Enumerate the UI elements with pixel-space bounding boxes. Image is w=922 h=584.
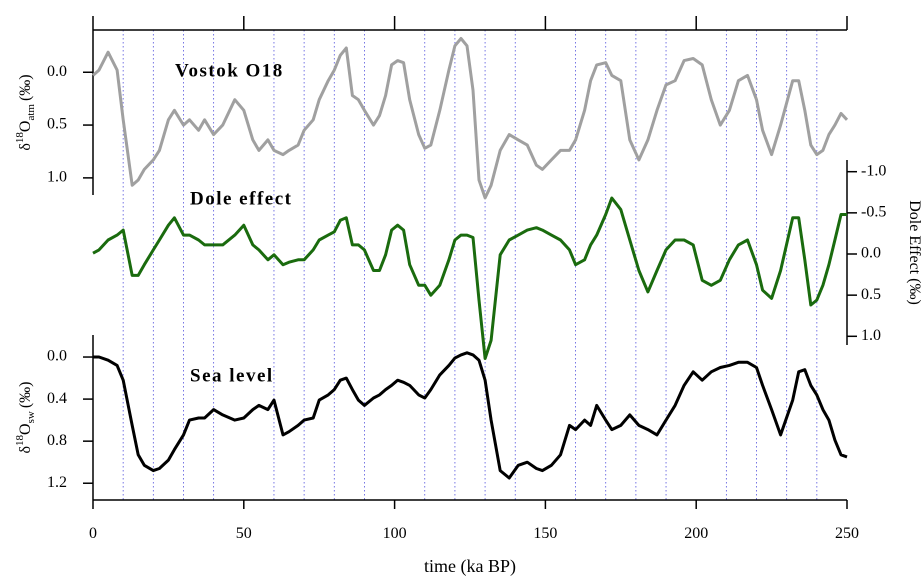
y-label-unit: (‰) bbox=[17, 74, 34, 101]
y-tick-label: 0.0 bbox=[861, 245, 881, 262]
x-tick-label: 150 bbox=[533, 525, 557, 542]
series-label: Sea level bbox=[190, 365, 274, 386]
y-tick-label: 0.4 bbox=[47, 390, 67, 407]
y-tick-label: 0.0 bbox=[47, 63, 67, 80]
x-tick-label: 200 bbox=[684, 525, 708, 542]
y-tick-label: 0.0 bbox=[47, 348, 67, 365]
data-line bbox=[92, 37, 849, 200]
y-label-subscript: atm bbox=[25, 104, 37, 121]
data-line bbox=[92, 196, 847, 360]
x-tick-label: 0 bbox=[89, 525, 97, 542]
y-tick-label: 1.2 bbox=[47, 474, 67, 491]
y-tick-label: 0.5 bbox=[861, 286, 881, 303]
y-tick-label: -1.0 bbox=[861, 162, 886, 179]
x-tick-label: 250 bbox=[835, 525, 859, 542]
y-tick-label: 0.5 bbox=[47, 116, 67, 133]
series-label: Dole effect bbox=[190, 188, 292, 209]
y-label-symbol: δ bbox=[17, 446, 34, 454]
x-tick-label: 50 bbox=[236, 525, 252, 542]
x-axis-label: time (ka BP) bbox=[424, 556, 516, 577]
series-label: Vostok O18 bbox=[175, 60, 284, 81]
y-tick-label: -0.5 bbox=[861, 204, 886, 221]
y-label-unit: (‰) bbox=[17, 382, 34, 409]
y-tick-label: 1.0 bbox=[47, 169, 67, 186]
y-axis-label: δ18Osw (‰) bbox=[14, 382, 37, 454]
y-label-isotope: 18 bbox=[14, 132, 26, 144]
y-label-element: O bbox=[17, 121, 34, 133]
y-tick-label: 0.8 bbox=[47, 432, 67, 449]
y-tick-label: 1.0 bbox=[861, 327, 881, 344]
x-tick-label: 100 bbox=[383, 525, 407, 542]
y-label-isotope: 18 bbox=[14, 434, 26, 446]
y-axis-label: Dole Effect (‰) bbox=[906, 200, 922, 305]
y-axis-label: δ18Oatm (‰) bbox=[14, 74, 37, 150]
data-line bbox=[93, 351, 848, 480]
y-label-element: O bbox=[17, 423, 34, 435]
y-label-symbol: δ bbox=[17, 143, 34, 151]
y-label-text: Dole Effect (‰) bbox=[906, 200, 922, 305]
y-label-subscript: sw bbox=[25, 411, 37, 423]
